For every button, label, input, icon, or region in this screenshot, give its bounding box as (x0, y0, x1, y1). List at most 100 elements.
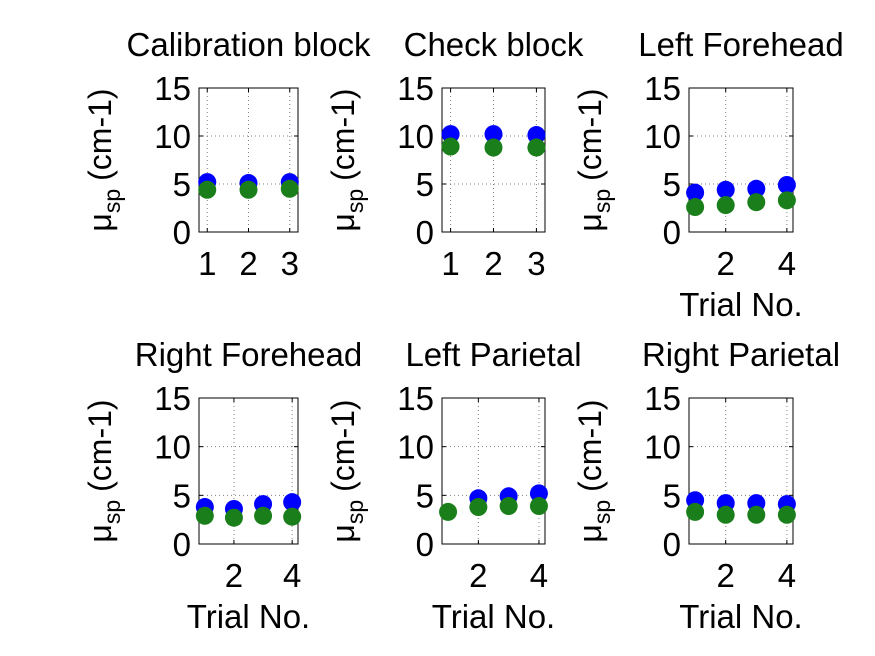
subplot-title: Right Forehead (135, 336, 362, 373)
y-tick-label: 10 (154, 118, 191, 155)
y-tick-label: 0 (173, 214, 191, 251)
x-tick-label: 4 (778, 245, 796, 282)
y-tick-label: 0 (663, 214, 681, 251)
x-tick-label: 3 (281, 245, 299, 282)
data-point-series-1 (484, 125, 503, 144)
data-point-series-2 (439, 502, 458, 521)
data-point-series-1 (777, 175, 796, 194)
data-point-series-1 (716, 180, 735, 199)
y-axis-label-symbol: μ (325, 524, 361, 542)
x-axis-label: Trial No. (679, 286, 802, 323)
data-point-series-2 (747, 505, 766, 524)
y-axis-label-subscript: sp (589, 189, 615, 213)
y-tick-label: 10 (154, 429, 191, 466)
data-point-series-1 (527, 126, 546, 145)
y-tick-label: 0 (663, 526, 681, 563)
subplot-3: 2 4 0 5 10 15 Left Forehead Trial No. μsp (cm-1) (572, 26, 844, 323)
x-tick-label: 2 (239, 245, 257, 282)
data-point-series-2 (280, 179, 299, 198)
y-tick-label: 5 (416, 166, 434, 203)
y-axis-label-symbol: μ (82, 524, 118, 542)
y-tick-label: 15 (397, 380, 434, 417)
data-point-series-1 (686, 183, 705, 202)
y-tick-label: 0 (416, 526, 434, 563)
y-axis-label-subscript: sp (589, 500, 615, 524)
data-point-series-1 (529, 484, 548, 503)
y-tick-label: 15 (397, 70, 434, 107)
x-axis-label: Trial No. (187, 598, 310, 635)
y-tick-label: 10 (644, 429, 681, 466)
subplot-title: Left Parietal (405, 336, 581, 373)
data-point-series-1 (747, 179, 766, 198)
axes-frame (688, 87, 794, 233)
y-tick-label: 15 (154, 380, 191, 417)
x-tick-label: 1 (198, 245, 216, 282)
subplot-5: 2 4 0 5 10 15 Left Parietal Trial No. μsp (cm-1) (325, 336, 582, 635)
y-axis-label: μsp (cm-1) (82, 88, 125, 231)
x-tick-label: 2 (717, 245, 735, 282)
data-point-series-2 (529, 497, 548, 516)
y-axis-label: μsp (cm-1) (572, 399, 615, 542)
subplot-title: Calibration block (127, 26, 371, 63)
y-axis-label-subscript: sp (342, 500, 368, 524)
y-axis-label-symbol: μ (572, 213, 608, 231)
y-tick-label: 10 (397, 429, 434, 466)
y-axis-label-symbol: μ (572, 524, 608, 542)
y-tick-label: 5 (663, 477, 681, 514)
y-axis-label-unit: (cm-1) (82, 399, 118, 491)
y-axis-label-subscript: sp (99, 189, 125, 213)
y-axis-label: μsp (cm-1) (82, 399, 125, 542)
y-tick-label: 0 (173, 526, 191, 563)
axes-frame (441, 397, 546, 545)
data-point-series-2 (686, 198, 705, 217)
y-tick-label: 5 (173, 477, 191, 514)
y-axis-label-unit: (cm-1) (325, 88, 361, 180)
x-tick-label: 4 (530, 557, 548, 594)
data-point-series-2 (239, 180, 258, 199)
data-point-series-2 (686, 502, 705, 521)
x-tick-label: 2 (225, 557, 243, 594)
y-axis-label: μsp (cm-1) (572, 88, 615, 231)
data-point-series-2 (441, 137, 460, 156)
x-tick-label: 1 (441, 245, 459, 282)
data-point-series-2 (499, 497, 518, 516)
y-tick-label: 5 (416, 477, 434, 514)
axes-frame (198, 397, 299, 545)
y-tick-label: 15 (644, 380, 681, 417)
x-tick-label: 2 (484, 245, 502, 282)
x-axis-label: Trial No. (679, 598, 802, 635)
y-axis-label-symbol: μ (325, 213, 361, 231)
data-point-series-1 (441, 125, 460, 144)
data-point-series-2 (198, 180, 217, 199)
y-tick-label: 15 (644, 70, 681, 107)
data-point-series-2 (195, 506, 214, 525)
data-point-series-2 (283, 507, 302, 526)
data-point-series-2 (777, 505, 796, 524)
y-tick-label: 5 (663, 166, 681, 203)
x-tick-label: 4 (778, 557, 796, 594)
data-point-series-2 (716, 196, 735, 215)
data-point-series-2 (747, 193, 766, 212)
subplot-title: Check block (404, 26, 584, 63)
y-axis-label-unit: (cm-1) (572, 399, 608, 491)
y-axis-label-unit: (cm-1) (572, 88, 608, 180)
data-point-series-2 (527, 138, 546, 157)
data-point-series-2 (254, 506, 273, 525)
x-tick-label: 3 (527, 245, 545, 282)
y-axis-label-subscript: sp (99, 500, 125, 524)
y-axis-label: μsp (cm-1) (325, 88, 368, 231)
x-axis-label: Trial No. (432, 598, 555, 635)
data-point-series-2 (469, 498, 488, 517)
data-point-series-2 (716, 505, 735, 524)
x-tick-label: 2 (469, 557, 487, 594)
y-tick-label: 15 (154, 70, 191, 107)
subplot-2: 1 2 3 0 5 10 15 Check block μsp (cm-1) (325, 26, 584, 282)
y-axis-label-unit: (cm-1) (325, 399, 361, 491)
subplot-title: Right Parietal (642, 336, 840, 373)
y-axis-label-unit: (cm-1) (82, 88, 118, 180)
data-point-series-1 (283, 493, 302, 512)
subplot-title: Left Forehead (638, 26, 843, 63)
